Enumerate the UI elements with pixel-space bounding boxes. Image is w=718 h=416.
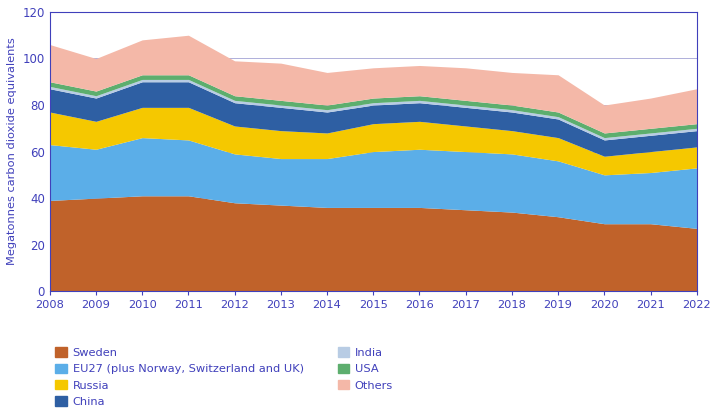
Y-axis label: Megatonnes carbon dioxide equivalents: Megatonnes carbon dioxide equivalents bbox=[7, 38, 17, 265]
Legend: Sweden, EU27 (plus Norway, Switzerland and UK), Russia, China, India, USA, Other: Sweden, EU27 (plus Norway, Switzerland a… bbox=[55, 347, 393, 407]
